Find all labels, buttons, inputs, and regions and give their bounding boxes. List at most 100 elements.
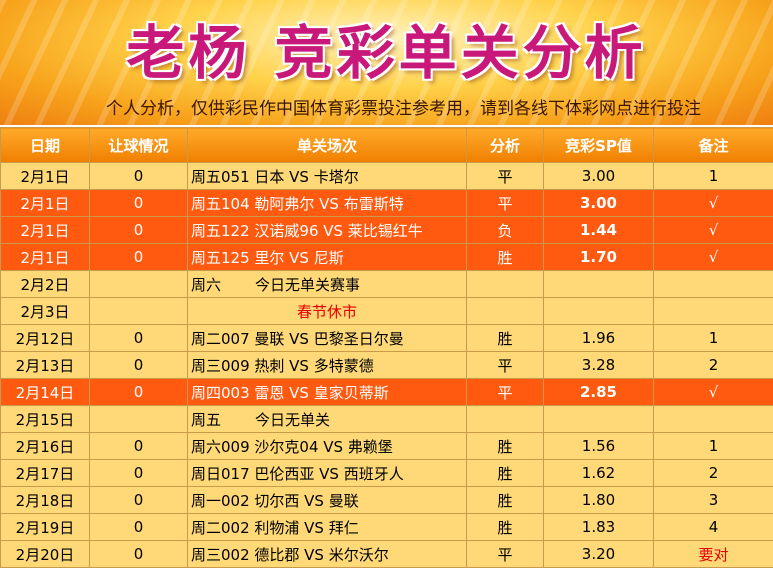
table-header-row: 日期 让球情况 单关场次 分析 竞彩SP值 备注 [1,128,773,163]
cell-match: 周五051 日本 VS 卡塔尔 [188,163,467,190]
table-row: 2月3日春节休市 [1,298,773,325]
cell-match: 周三009 热刺 VS 多特蒙德 [188,352,467,379]
cell-pick: 胜 [467,325,544,352]
cell-date: 2月14日 [1,379,90,406]
cell-sp [544,298,654,325]
cell-handicap: 0 [90,433,188,460]
cell-match: 周六 今日无单关赛事 [188,271,467,298]
cell-match: 周五125 里尔 VS 尼斯 [188,244,467,271]
cell-match: 周三002 德比郡 VS 米尔沃尔 [188,541,467,568]
cell-sp [544,271,654,298]
cell-match: 周日017 巴伦西亚 VS 西班牙人 [188,460,467,487]
cell-match: 周二007 曼联 VS 巴黎圣日尔曼 [188,325,467,352]
cell-sp: 3.20 [544,541,654,568]
cell-note: 2 [654,352,773,379]
header-handicap: 让球情况 [90,128,188,163]
table-row: 2月2日 周六 今日无单关赛事 [1,271,773,298]
cell-pick: 胜 [467,460,544,487]
cell-note: 1 [654,325,773,352]
header-note: 备注 [654,128,773,163]
cell-sp: 1.56 [544,433,654,460]
header-date: 日期 [1,128,90,163]
cell-handicap: 0 [90,514,188,541]
cell-note: 3 [654,487,773,514]
cell-date: 2月18日 [1,487,90,514]
cell-pick: 胜 [467,433,544,460]
match-note: 今日无单关赛事 [255,276,360,294]
cell-date: 2月16日 [1,433,90,460]
cell-date: 2月15日 [1,406,90,433]
match-day: 周六 [191,276,221,294]
cell-pick: 胜 [467,244,544,271]
cell-sp: 1.80 [544,487,654,514]
cell-handicap [90,298,188,325]
cell-date: 2月2日 [1,271,90,298]
cell-sp: 3.00 [544,190,654,217]
cell-sp: 3.00 [544,163,654,190]
cell-sp: 1.62 [544,460,654,487]
cell-sp [544,406,654,433]
cell-date: 2月1日 [1,163,90,190]
cell-date: 2月1日 [1,244,90,271]
cell-handicap [90,406,188,433]
cell-match: 周一002 切尔西 VS 曼联 [188,487,467,514]
cell-note: √ [654,190,773,217]
cell-pick: 胜 [467,514,544,541]
cell-sp: 2.85 [544,379,654,406]
cell-sp: 1.96 [544,325,654,352]
cell-handicap [90,271,188,298]
cell-match: 周五104 勒阿弗尔 VS 布雷斯特 [188,190,467,217]
cell-note: √ [654,217,773,244]
cell-handicap: 0 [90,163,188,190]
cell-sp: 1.70 [544,244,654,271]
cell-match: 周五今日无单关 [188,406,467,433]
cell-sp: 1.83 [544,514,654,541]
cell-sp: 1.44 [544,217,654,244]
cell-pick: 平 [467,190,544,217]
cell-match: 周五122 汉诺威96 VS 莱比锡红牛 [188,217,467,244]
header-sp: 竞彩SP值 [544,128,654,163]
cell-note [654,406,773,433]
cell-pick: 平 [467,379,544,406]
cell-note: 1 [654,433,773,460]
cell-pick [467,406,544,433]
cell-handicap: 0 [90,460,188,487]
cell-handicap: 0 [90,325,188,352]
cell-date: 2月19日 [1,514,90,541]
cell-note: √ [654,379,773,406]
table-row: 2月15日 周五今日无单关 [1,406,773,433]
header-pick: 分析 [467,128,544,163]
cell-date: 2月12日 [1,325,90,352]
cell-note: 要对 [654,541,773,568]
cell-match: 春节休市 [188,298,467,325]
cell-pick: 平 [467,163,544,190]
cell-match: 周四003 雷恩 VS 皇家贝蒂斯 [188,379,467,406]
cell-handicap: 0 [90,379,188,406]
cell-date: 2月17日 [1,460,90,487]
cell-sp: 3.28 [544,352,654,379]
cell-handicap: 0 [90,217,188,244]
cell-pick: 胜 [467,487,544,514]
cell-note [654,271,773,298]
cell-handicap: 0 [90,487,188,514]
cell-note: √ [654,244,773,271]
cell-date: 2月1日 [1,217,90,244]
cell-date: 2月20日 [1,541,90,568]
cell-pick [467,271,544,298]
cell-pick: 平 [467,541,544,568]
cell-date: 2月13日 [1,352,90,379]
cell-handicap: 0 [90,190,188,217]
cell-date: 2月1日 [1,190,90,217]
match-note: 今日无单关 [255,411,330,429]
cell-note: 1 [654,163,773,190]
